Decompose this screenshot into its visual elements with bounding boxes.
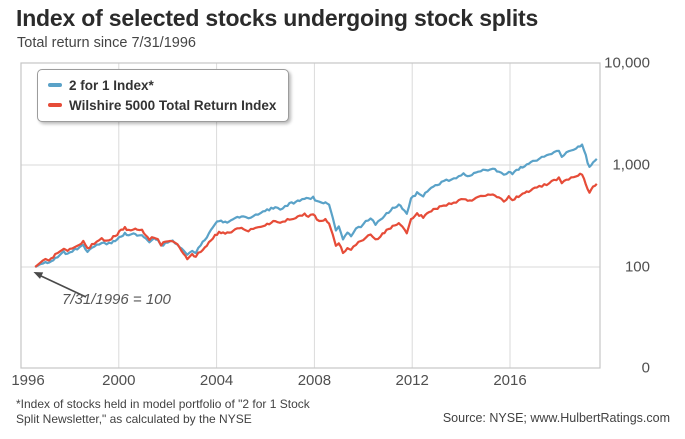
y-tick-label: 1,000 [612, 156, 650, 174]
legend-label-2for1: 2 for 1 Index* [69, 77, 154, 93]
chart-subtitle: Total return since 7/31/1996 [17, 35, 196, 51]
legend-item-wilshire: Wilshire 5000 Total Return Index [48, 95, 276, 115]
plot-border [20, 62, 601, 369]
footnote-line-1: *Index of stocks held in model portfolio… [16, 397, 310, 411]
x-tick-label: 2016 [493, 372, 527, 389]
legend-label-wilshire: Wilshire 5000 Total Return Index [69, 97, 277, 113]
annotation-arrow [39, 274, 87, 298]
series-line-wilshire [34, 172, 598, 268]
series-line-2for1 [34, 143, 598, 268]
x-tick-label: 2012 [395, 372, 429, 389]
x-tick-label: 2004 [199, 372, 234, 389]
y-tick-label: 10,000 [604, 54, 650, 72]
base-value-annotation: 7/31/1996 = 100 [62, 291, 171, 308]
legend-swatch-blue [48, 83, 62, 87]
footnote-line-2: Split Newsletter," as calculated by the … [16, 412, 252, 426]
y-tick-label: 100 [624, 258, 650, 276]
x-tick-label: 2000 [102, 372, 136, 389]
page-title: Index of selected stocks undergoing stoc… [16, 5, 539, 31]
x-tick-label: 1996 [11, 372, 45, 389]
y-tick-label: 0 [641, 359, 650, 377]
annotation-arrowhead [33, 272, 44, 279]
footnote: *Index of stocks held in model portfolio… [16, 397, 310, 427]
x-tick-label: 2008 [297, 372, 332, 389]
legend-box: 2 for 1 Index* Wilshire 5000 Total Retur… [37, 69, 290, 122]
legend-swatch-red [48, 103, 62, 107]
legend-item-2for1: 2 for 1 Index* [48, 75, 276, 95]
source-credit: Source: NYSE; www.HulbertRatings.com [442, 411, 670, 425]
